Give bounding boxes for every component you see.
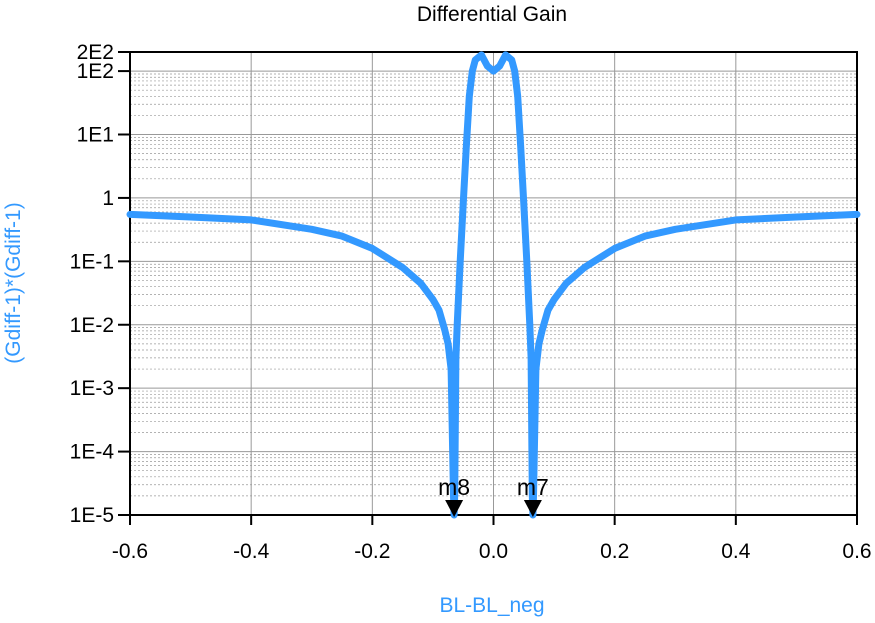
y-tick-label: 1E-4	[70, 441, 115, 464]
x-tick-label: 0.2	[600, 540, 629, 563]
marker-layer: m8 m7	[438, 474, 549, 517]
y-tick-label: 1E1	[77, 124, 114, 147]
x-tick-label: -0.6	[112, 540, 148, 563]
x-axis-label: BL-BL_neg	[439, 594, 544, 617]
y-tick-label: 1E-5	[70, 504, 114, 527]
grid-layer	[130, 52, 857, 515]
x-tick-label: -0.4	[233, 540, 270, 563]
marker-label-m8: m8	[438, 474, 470, 500]
y-tick-label: 2E2	[77, 41, 114, 64]
y-tick-label: 1E-2	[70, 314, 114, 337]
x-tick-label: 0.0	[479, 540, 508, 563]
y-axis-label: (Gdiff-1)*(Gdiff-1)	[2, 202, 25, 363]
marker-triangle-m8	[445, 500, 464, 517]
data-layer	[126, 51, 861, 519]
x-tick-label: 0.6	[842, 540, 871, 563]
tick-layer: -0.6 -0.4 -0.2 0.0 0.2 0.4 0.6 1E-5 1E-4 1E-3 1E-2…	[70, 41, 872, 563]
marker-triangle-m7	[523, 500, 542, 517]
y-tick-label: 1E-3	[70, 377, 114, 400]
x-tick-label: -0.2	[354, 540, 390, 563]
x-tick-label: 0.4	[721, 540, 751, 563]
series-line	[126, 51, 861, 519]
y-tick-label: 1E-1	[70, 250, 114, 273]
chart-title: Differential Gain	[417, 3, 567, 26]
y-tick-label: 1	[102, 187, 114, 210]
y-tick-label: 1E2	[77, 60, 114, 83]
marker-label-m7: m7	[517, 474, 549, 500]
